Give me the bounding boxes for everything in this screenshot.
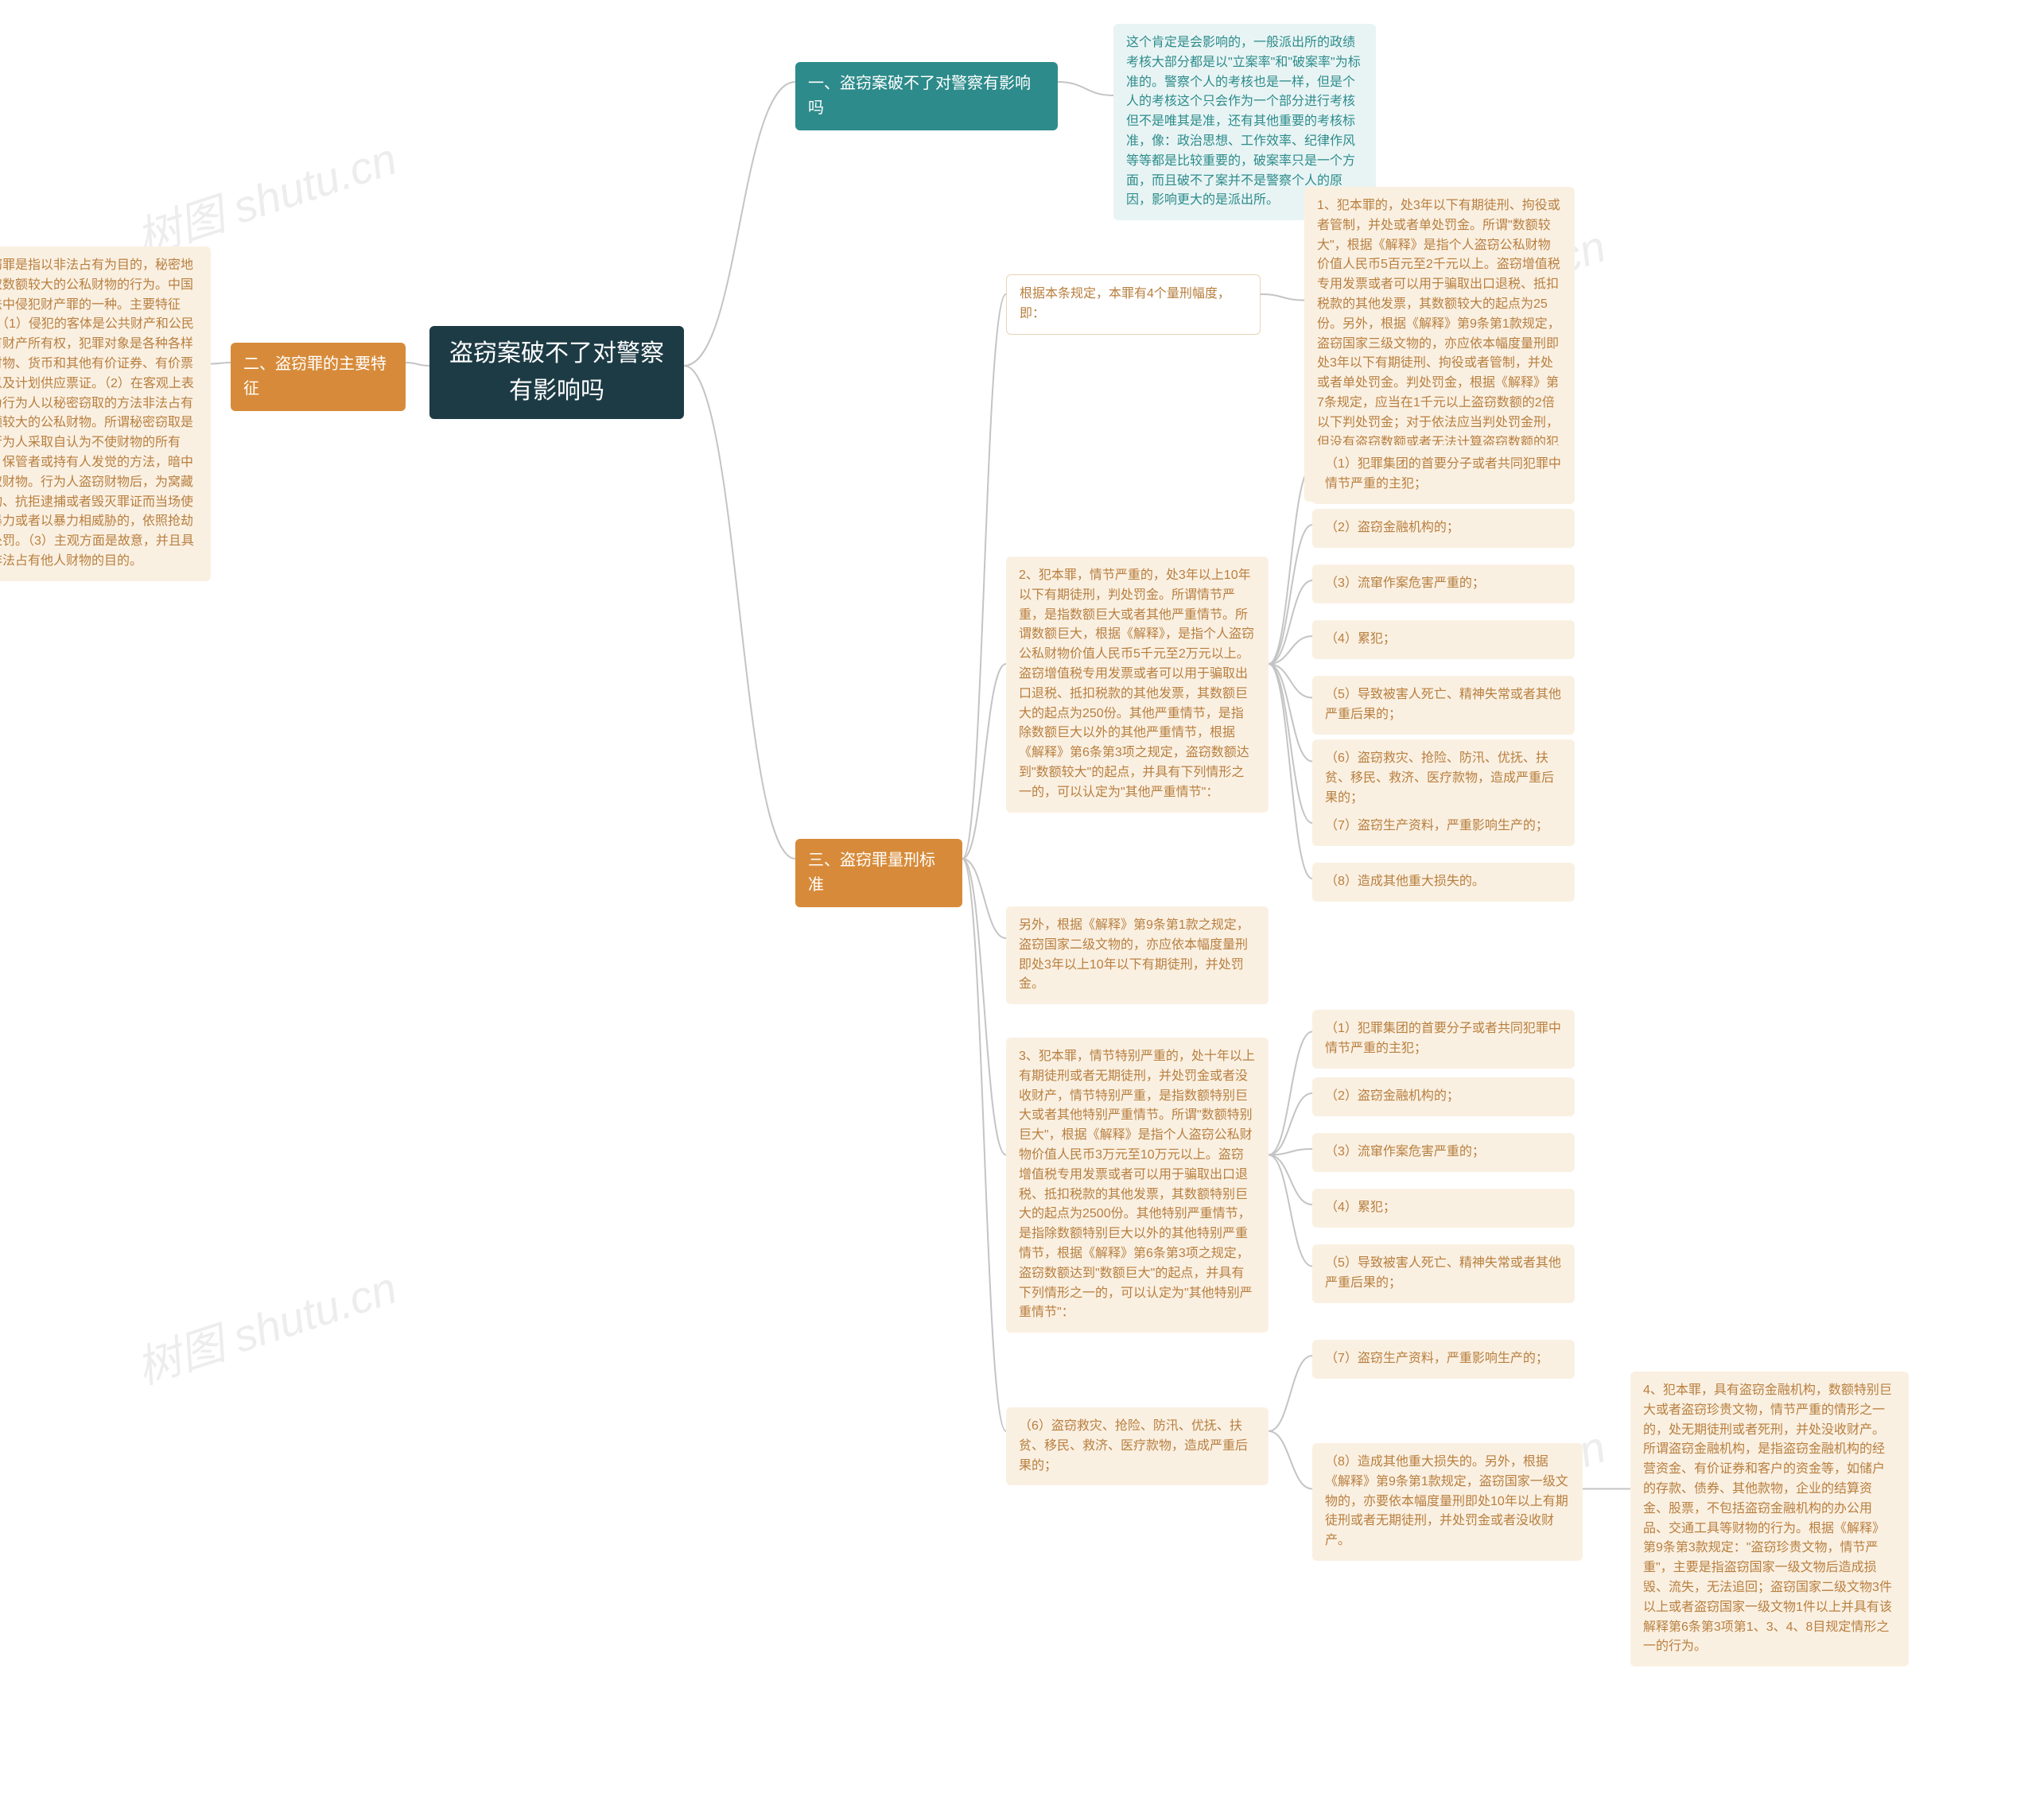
p3b-text: （2）盗窃金融机构的； — [1325, 1089, 1459, 1103]
connector — [1269, 1093, 1312, 1155]
p3a: （1）犯罪集团的首要分子或者共同犯罪中情节严重的主犯； — [1312, 1010, 1575, 1069]
s3c_p2: 2、犯本罪，情节严重的，处3年以上10年以下有期徒刑，判处罚金。所谓情节严重，是… — [1006, 557, 1269, 813]
p2a: （1）犯罪集团的首要分子或者共同犯罪中情节严重的主犯； — [1312, 445, 1575, 504]
p3e-text: （5）导致被害人死亡、精神失常或者其他严重后果的； — [1325, 1256, 1561, 1290]
connector — [1269, 664, 1312, 823]
connector — [962, 859, 1006, 1155]
p2d: （4）累犯； — [1312, 620, 1575, 659]
p2f-text: （6）盗窃救灾、抢险、防汛、优抚、扶贫、移民、救济、医疗款物，造成严重后果的； — [1325, 751, 1554, 805]
connector — [1261, 294, 1304, 301]
connector — [1269, 1356, 1312, 1431]
connector — [1269, 1149, 1312, 1155]
p2b: （2）盗窃金融机构的； — [1312, 509, 1575, 548]
connector — [962, 859, 1006, 938]
connector — [1269, 664, 1312, 879]
s3c_p2-text: 2、犯本罪，情节严重的，处3年以上10年以下有期徒刑，判处罚金。所谓情节严重，是… — [1019, 569, 1254, 799]
p6a-text: （7）盗窃生产资料，严重影响生产的； — [1325, 1352, 1548, 1365]
s1-text: 一、盗窃案破不了对警察有影响吗 — [808, 72, 1045, 121]
s3c_p6-text: （6）盗窃救灾、抢险、防汛、优抚、扶贫、移民、救济、医疗款物，造成严重后果的； — [1019, 1419, 1248, 1473]
s1c1-text: 这个肯定是会影响的，一般派出所的政绩考核大部分都是以"立案率"和"破案率"为标准… — [1126, 36, 1361, 207]
p4-text: 4、犯本罪，具有盗窃金融机构，数额特别巨大或者盗窃珍贵文物，情节严重的情形之一的… — [1643, 1383, 1892, 1653]
connector — [1269, 1431, 1312, 1489]
p3d: （4）累犯； — [1312, 1189, 1575, 1228]
s3c_head-text: 根据本条规定，本罪有4个量刑幅度，即： — [1020, 287, 1230, 320]
s3: 三、盗窃罪量刑标准 — [795, 839, 962, 907]
connector — [962, 294, 1006, 859]
connector — [1269, 1032, 1312, 1155]
connector — [1269, 636, 1312, 664]
s3c_p6: （6）盗窃救灾、抢险、防汛、优抚、扶贫、移民、救济、医疗款物，造成严重后果的； — [1006, 1407, 1269, 1485]
connector — [1269, 580, 1312, 664]
connector — [211, 363, 231, 364]
p2e-text: （5）导致被害人死亡、精神失常或者其他严重后果的； — [1325, 688, 1561, 721]
p2e: （5）导致被害人死亡、精神失常或者其他严重后果的； — [1312, 676, 1575, 735]
connector — [1058, 82, 1113, 95]
p2h: （8）造成其他重大损失的。 — [1312, 863, 1575, 902]
connector — [962, 859, 1006, 1431]
p6b-text: （8）造成其他重大损失的。另外，根据《解释》第9条第1款规定，盗窃国家一级文物的… — [1325, 1455, 1568, 1547]
s3c_other-text: 另外，根据《解释》第9条第1款之规定，盗窃国家二级文物的，亦应依本幅度量刑即处3… — [1019, 918, 1249, 991]
p6b: （8）造成其他重大损失的。另外，根据《解释》第9条第1款规定，盗窃国家一级文物的… — [1312, 1443, 1583, 1561]
connector — [1269, 664, 1312, 698]
p3c-text: （3）流窜作案危害严重的； — [1325, 1145, 1485, 1158]
connector — [406, 363, 429, 366]
p2a-text: （1）犯罪集团的首要分子或者共同犯罪中情节严重的主犯； — [1325, 457, 1561, 491]
watermark: 树图 shutu.cn — [127, 1252, 404, 1397]
connector — [684, 82, 795, 366]
p6a: （7）盗窃生产资料，严重影响生产的； — [1312, 1340, 1575, 1379]
connector — [1269, 525, 1312, 664]
p3b: （2）盗窃金融机构的； — [1312, 1077, 1575, 1116]
p3a-text: （1）犯罪集团的首要分子或者共同犯罪中情节严重的主犯； — [1325, 1022, 1561, 1055]
s3c_other: 另外，根据《解释》第9条第1款之规定，盗窃国家二级文物的，亦应依本幅度量刑即处3… — [1006, 906, 1269, 1004]
p3d-text: （4）累犯； — [1325, 1201, 1396, 1214]
p4: 4、犯本罪，具有盗窃金融机构，数额特别巨大或者盗窃珍贵文物，情节严重的情形之一的… — [1630, 1372, 1909, 1667]
p2b-text: （2）盗窃金融机构的； — [1325, 521, 1459, 534]
s2c1-text: 盗窃罪是指以非法占有为目的，秘密地窃取数额较大的公私财物的行为。中国刑法中侵犯财… — [0, 258, 194, 568]
s1: 一、盗窃案破不了对警察有影响吗 — [795, 62, 1058, 130]
connector — [1269, 1155, 1312, 1205]
p2c: （3）流窜作案危害严重的； — [1312, 565, 1575, 603]
p2g-text: （7）盗窃生产资料，严重影响生产的； — [1325, 819, 1548, 832]
p2f: （6）盗窃救灾、抢险、防汛、优抚、扶贫、移民、救济、医疗款物，造成严重后果的； — [1312, 739, 1575, 817]
p3c: （3）流窜作案危害严重的； — [1312, 1133, 1575, 1172]
root-node-text: 盗窃案破不了对警察有影响吗 — [442, 336, 671, 409]
connector — [1269, 1155, 1312, 1267]
s3-text: 三、盗窃罪量刑标准 — [808, 848, 950, 898]
connector — [684, 366, 795, 859]
s3c_p3-text: 3、犯本罪，情节特别严重的，处十年以上有期徒刑或者无期徒刑，并处罚金或者没收财产… — [1019, 1050, 1255, 1319]
p2g: （7）盗窃生产资料，严重影响生产的； — [1312, 807, 1575, 846]
s3c_p3: 3、犯本罪，情节特别严重的，处十年以上有期徒刑或者无期徒刑，并处罚金或者没收财产… — [1006, 1038, 1269, 1333]
p2d-text: （4）累犯； — [1325, 632, 1396, 646]
s2: 二、盗窃罪的主要特征 — [231, 343, 406, 411]
p3e: （5）导致被害人死亡、精神失常或者其他严重后果的； — [1312, 1244, 1575, 1303]
s2c1: 盗窃罪是指以非法占有为目的，秘密地窃取数额较大的公私财物的行为。中国刑法中侵犯财… — [0, 246, 211, 581]
connector — [1269, 664, 1312, 762]
s2-text: 二、盗窃罪的主要特征 — [243, 352, 393, 402]
s3c_head: 根据本条规定，本罪有4个量刑幅度，即： — [1006, 274, 1261, 335]
p2h-text: （8）造成其他重大损失的。 — [1325, 875, 1485, 888]
connector — [962, 664, 1006, 859]
root-node: 盗窃案破不了对警察有影响吗 — [429, 326, 684, 419]
p2c-text: （3）流窜作案危害严重的； — [1325, 576, 1485, 590]
